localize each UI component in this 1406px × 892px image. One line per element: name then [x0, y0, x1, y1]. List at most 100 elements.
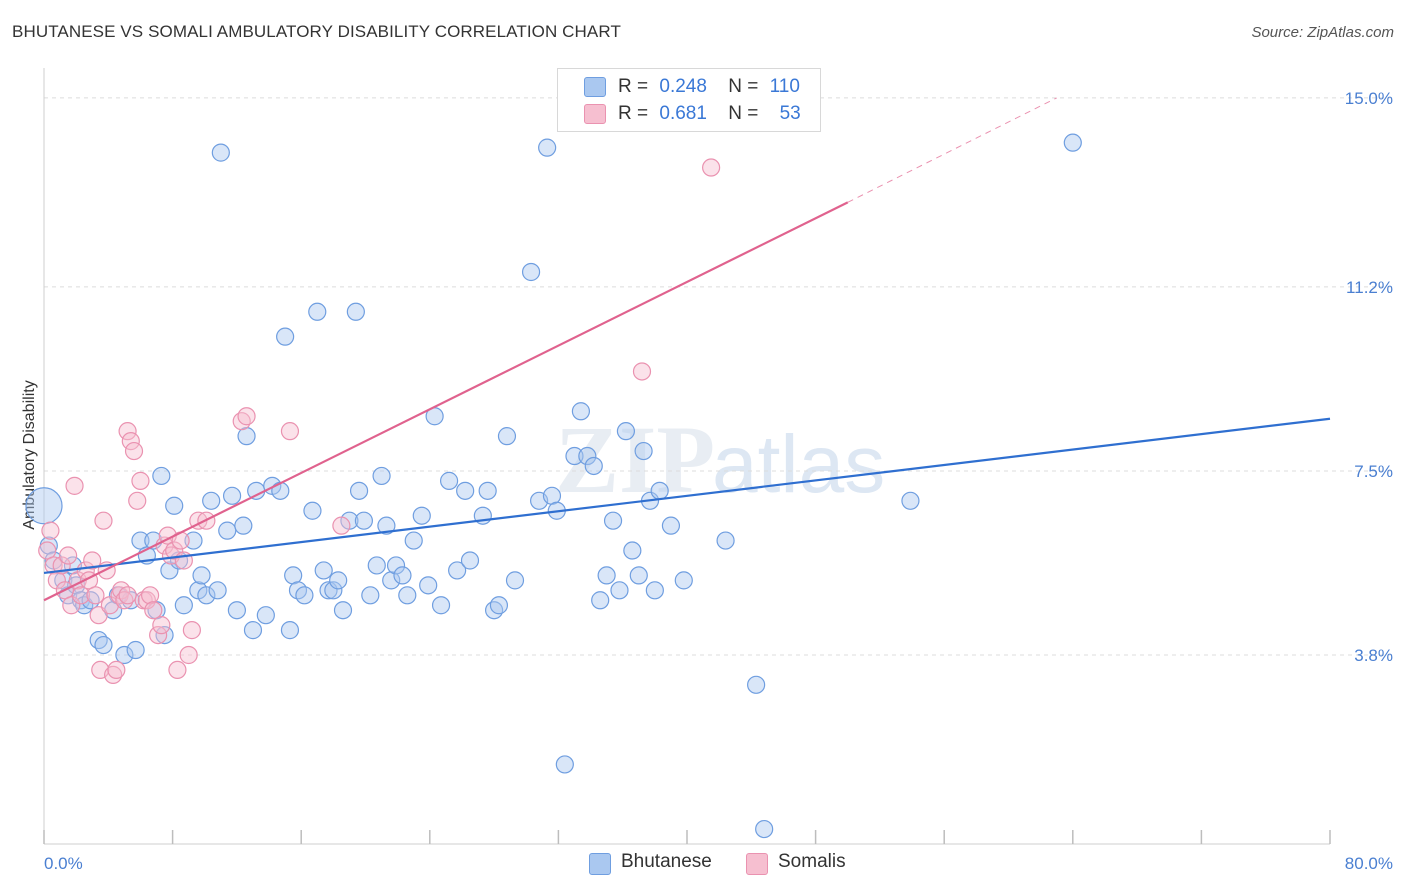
bhutanese-point: [333, 601, 353, 620]
series-swatch-somalis: [746, 853, 768, 875]
bhutanese-point: [610, 581, 629, 600]
somalis-point: [179, 645, 198, 665]
bhutanese-point: [160, 561, 179, 580]
bhutanese-point: [184, 531, 203, 550]
bhutanese-point: [439, 471, 459, 490]
bhutanese-point: [377, 516, 396, 535]
bhutanese-point: [448, 561, 467, 580]
bhutanese-point: [271, 481, 290, 500]
legend-n-label: N =: [728, 76, 759, 97]
somalis-point: [107, 660, 126, 680]
bhutanese-point: [89, 630, 108, 650]
somalis-point: [121, 432, 140, 451]
bhutanese-point: [578, 446, 597, 466]
bhutanese-point: [419, 576, 438, 595]
bhutanese-point: [1063, 133, 1082, 152]
somalis-point: [115, 591, 134, 610]
legend-r-label: R =: [618, 103, 649, 124]
bhutanese-point: [497, 427, 517, 446]
somalis-trend-extension: [847, 97, 1057, 203]
bhutanese-point: [126, 640, 145, 660]
legend-swatch-bhutanese: [584, 77, 606, 97]
somalis-point: [165, 541, 184, 560]
bhutanese-point: [565, 446, 584, 466]
y-tick-label: 7.5%: [1354, 462, 1393, 481]
bhutanese-point: [634, 441, 653, 461]
bhutanese-point: [295, 586, 314, 605]
y-tick-label: 3.8%: [1354, 646, 1393, 665]
bhutanese-trend-line: [43, 417, 1331, 575]
bhutanese-point: [329, 571, 348, 590]
bhutanese-point: [115, 645, 134, 665]
bhutanese-point: [521, 262, 541, 282]
somalis-point: [182, 621, 201, 640]
bhutanese-point: [354, 511, 373, 530]
somalis-point: [59, 546, 78, 565]
bhutanese-point: [367, 556, 386, 575]
chart-source: Source: ZipAtlas.com: [1251, 24, 1394, 41]
somalis-point: [94, 511, 113, 530]
series-label-somalis: Somalis: [778, 851, 846, 872]
somalis-point: [152, 616, 171, 635]
chart-title: BHUTANESE VS SOMALI AMBULATORY DISABILIT…: [12, 22, 621, 41]
bhutanese-point: [485, 601, 504, 620]
bhutanese-point: [716, 531, 735, 550]
bhutanese-point: [256, 606, 275, 625]
trend-lines: [43, 97, 1331, 602]
bhutanese-point: [661, 516, 681, 535]
bhutanese-point: [152, 466, 171, 486]
somalis-point: [332, 516, 351, 535]
bhutanese-point: [597, 566, 616, 585]
y-tick-label: 11.2%: [1346, 278, 1393, 297]
bhutanese-point: [623, 541, 642, 560]
bhutanese-point: [155, 625, 174, 645]
legend-n-value-somalis: 53: [779, 103, 801, 124]
bhutanese-point: [222, 486, 242, 505]
somalis-point: [83, 551, 102, 570]
bhutanese-point: [197, 586, 216, 605]
somalis-point: [100, 596, 120, 615]
bhutanese-point: [584, 456, 603, 476]
somalis-point: [62, 596, 81, 615]
bhutanese-point: [81, 591, 100, 610]
bhutanese-point: [71, 591, 91, 610]
bhutanese-point: [361, 586, 380, 605]
bhutanese-point: [208, 581, 227, 600]
bhutanese-point: [398, 586, 417, 605]
bhutanese-point: [603, 511, 623, 530]
bhutanese-point: [747, 675, 766, 694]
bhutanese-point: [165, 496, 184, 515]
somalis-point: [128, 491, 147, 510]
bhutanese-point: [314, 561, 333, 580]
legend-r-value-somalis: 0.681: [659, 103, 707, 124]
bhutanese-point: [505, 571, 525, 590]
somalis-point: [702, 158, 721, 177]
bhutanese-point: [192, 566, 211, 585]
somalis-point: [149, 625, 168, 645]
bhutanese-point: [591, 591, 610, 610]
bhutanese-point: [645, 581, 664, 600]
bhutanese-point: [538, 138, 557, 157]
watermark: ZIP atlas: [555, 406, 885, 513]
bhutanese-points: [25, 133, 1082, 839]
bhutanese-point: [247, 481, 266, 500]
somalis-point: [280, 422, 300, 441]
x-tick-label-min: 0.0%: [44, 854, 83, 873]
bhutanese-point: [349, 481, 369, 500]
bhutanese-point: [243, 621, 263, 640]
bhutanese-point: [234, 516, 253, 535]
bhutanese-point: [456, 481, 475, 500]
bhutanese-point: [121, 591, 140, 610]
bhutanese-point: [319, 581, 338, 600]
bhutanese-point: [386, 556, 406, 575]
bhutanese-point: [460, 551, 480, 570]
bhutanese-point: [308, 302, 327, 321]
somalis-point: [86, 586, 105, 605]
bhutanese-point: [303, 501, 322, 520]
bhutanese-point: [489, 596, 509, 615]
bhutanese-point: [218, 521, 237, 540]
bhutanese-point: [674, 571, 693, 590]
correlation-legend: R = 0.248 N = 110 R = 0.681 N = 53: [557, 68, 821, 132]
bhutanese-point: [404, 531, 423, 550]
bhutanese-point: [431, 596, 451, 615]
